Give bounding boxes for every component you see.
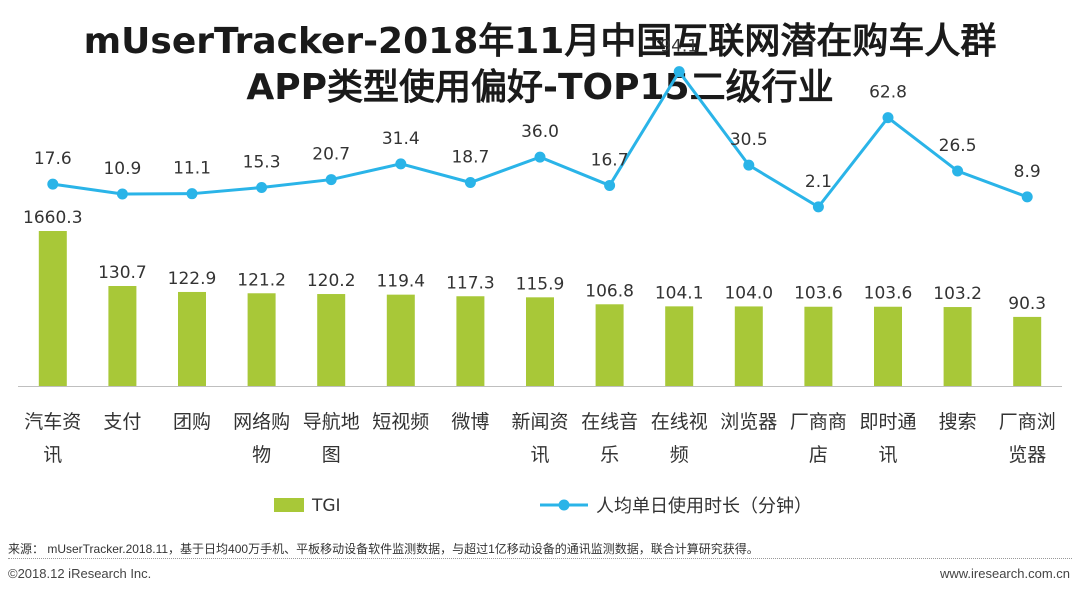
- category-label: 团购: [173, 411, 211, 433]
- bar-tgi: [108, 286, 137, 386]
- legend-label-usage: 人均单日使用时长（分钟）: [596, 496, 812, 517]
- category-label: 览器: [1008, 444, 1046, 466]
- line-label: 15.3: [243, 153, 281, 173]
- bar-tgi: [247, 293, 276, 386]
- bar-label: 90.3: [1008, 294, 1046, 314]
- category-label: 厂商浏: [999, 411, 1056, 433]
- bar-tgi: [526, 297, 554, 386]
- category-label: 浏览器: [720, 411, 777, 433]
- line-point: [743, 159, 755, 171]
- bar-tgi: [386, 294, 415, 386]
- line-point: [673, 66, 685, 78]
- line-label: 18.7: [451, 148, 489, 168]
- bar-label: 120.2: [307, 271, 356, 291]
- line-point: [952, 165, 964, 177]
- bar-tgi: [38, 231, 67, 386]
- line-point: [325, 174, 337, 186]
- line-label: 16.7: [591, 150, 629, 170]
- category-label: 讯: [43, 444, 62, 466]
- line-point: [47, 178, 59, 190]
- bar-tgi: [665, 306, 694, 386]
- category-label: 物: [252, 444, 271, 466]
- category-label: 讯: [530, 444, 549, 466]
- category-label: 汽车资: [24, 411, 81, 433]
- line-label: 26.5: [939, 136, 977, 156]
- line-point: [464, 177, 476, 189]
- category-label: 支付: [103, 411, 141, 433]
- category-label: 即时通: [859, 411, 916, 433]
- chart-title-line-2: APP类型使用偏好-TOP15二级行业: [246, 67, 834, 108]
- bar-label: 104.1: [655, 283, 704, 303]
- line-label: 31.4: [382, 129, 420, 149]
- line-point: [812, 201, 824, 213]
- bar-tgi: [1013, 316, 1042, 386]
- chart: 1660.3 130.7 122.9 121.2 120.2 119.4 117.3 115.…: [18, 37, 1062, 517]
- category-label: 在线视: [651, 411, 708, 433]
- category-label: 在线音: [581, 411, 638, 433]
- chart-title-line-1: mUserTracker-2018年11月中国互联网潜在购车人群: [83, 21, 997, 62]
- line-label: 17.6: [34, 149, 72, 169]
- legend-label-tgi: TGI: [311, 496, 341, 516]
- bar-label: 119.4: [376, 272, 425, 292]
- line-point: [604, 179, 616, 191]
- category-label: 图: [322, 444, 341, 466]
- line-point: [256, 182, 268, 194]
- line-point: [882, 112, 894, 124]
- line-label: 20.7: [312, 145, 350, 165]
- bar-label: 106.8: [585, 281, 634, 301]
- line-label: 10.9: [103, 159, 141, 179]
- category-label: 搜索: [939, 411, 977, 433]
- line-label: 30.5: [730, 130, 768, 150]
- bar-label: 104.0: [724, 283, 773, 303]
- line-label: 62.8: [869, 83, 907, 103]
- line-point: [186, 188, 198, 200]
- category-label: 厂商商: [790, 411, 847, 433]
- bar-tgi: [317, 294, 346, 386]
- line-point: [116, 188, 128, 200]
- bar-tgi: [734, 306, 763, 386]
- bar-label: 122.9: [168, 269, 217, 289]
- bar-label: 103.2: [933, 284, 982, 304]
- line-label: 2.1: [805, 172, 832, 192]
- bar-label: 103.6: [794, 284, 843, 304]
- line-label: 94.1: [660, 37, 698, 57]
- website-link[interactable]: www.iresearch.com.cn: [939, 566, 1070, 581]
- line-label: 11.1: [173, 159, 211, 179]
- category-label: 短视频: [372, 411, 429, 433]
- copyright: ©2018.12 iResearch Inc.: [8, 566, 152, 581]
- bar-label: 1660.3: [23, 208, 82, 228]
- bar-tgi: [595, 304, 624, 386]
- line-point: [395, 158, 407, 170]
- source-note: 来源： mUserTracker.2018.11，基于日均400万手机、平板移动…: [8, 542, 759, 556]
- category-label: 讯: [878, 444, 897, 466]
- footer-divider: [8, 558, 1072, 559]
- category-label: 店: [809, 444, 828, 466]
- category-label: 微博: [451, 411, 489, 433]
- legend-swatch-tgi: [274, 498, 304, 512]
- category-label: 新闻资: [511, 411, 568, 433]
- line-label: 36.0: [521, 122, 559, 142]
- bar-tgi: [804, 306, 833, 386]
- bar-tgi: [456, 296, 485, 386]
- category-label: 网络购: [233, 411, 290, 433]
- bar-tgi: [874, 306, 902, 386]
- line-point: [1021, 191, 1033, 203]
- category-label: 频: [670, 444, 689, 466]
- legend-marker-usage: [558, 499, 570, 511]
- bar-label: 130.7: [98, 263, 147, 283]
- line-point: [534, 151, 546, 163]
- bar-tgi: [943, 307, 972, 386]
- line-label: 8.9: [1014, 162, 1041, 182]
- bar-label: 117.3: [446, 273, 495, 293]
- bar-label: 115.9: [516, 274, 565, 294]
- bar-label: 121.2: [237, 270, 286, 290]
- bar-tgi: [178, 291, 206, 386]
- bar-label: 103.6: [864, 284, 913, 304]
- category-label: 乐: [600, 444, 619, 466]
- category-label: 导航地: [303, 411, 360, 433]
